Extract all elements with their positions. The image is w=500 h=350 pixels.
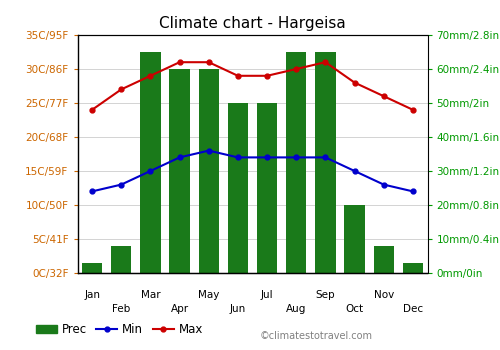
Bar xyxy=(257,103,278,273)
Bar xyxy=(198,69,219,273)
Text: May: May xyxy=(198,290,220,300)
Legend: Prec, Min, Max: Prec, Min, Max xyxy=(31,318,208,341)
Text: ©climatestotravel.com: ©climatestotravel.com xyxy=(260,331,373,341)
Bar xyxy=(315,52,336,273)
Bar xyxy=(82,263,102,273)
Bar xyxy=(344,205,365,273)
Text: Jan: Jan xyxy=(84,290,100,300)
Title: Climate chart - Hargeisa: Climate chart - Hargeisa xyxy=(159,16,346,31)
Bar xyxy=(286,52,306,273)
Bar xyxy=(374,246,394,273)
Bar xyxy=(170,69,190,273)
Text: Nov: Nov xyxy=(374,290,394,300)
Text: Feb: Feb xyxy=(112,303,130,314)
Text: Dec: Dec xyxy=(403,303,423,314)
Text: Mar: Mar xyxy=(140,290,160,300)
Text: Aug: Aug xyxy=(286,303,306,314)
Text: Oct: Oct xyxy=(346,303,364,314)
Text: Sep: Sep xyxy=(316,290,335,300)
Bar xyxy=(111,246,132,273)
Text: Jul: Jul xyxy=(261,290,274,300)
Bar xyxy=(228,103,248,273)
Bar xyxy=(140,52,160,273)
Text: Jun: Jun xyxy=(230,303,246,314)
Bar xyxy=(402,263,423,273)
Text: Apr: Apr xyxy=(170,303,188,314)
